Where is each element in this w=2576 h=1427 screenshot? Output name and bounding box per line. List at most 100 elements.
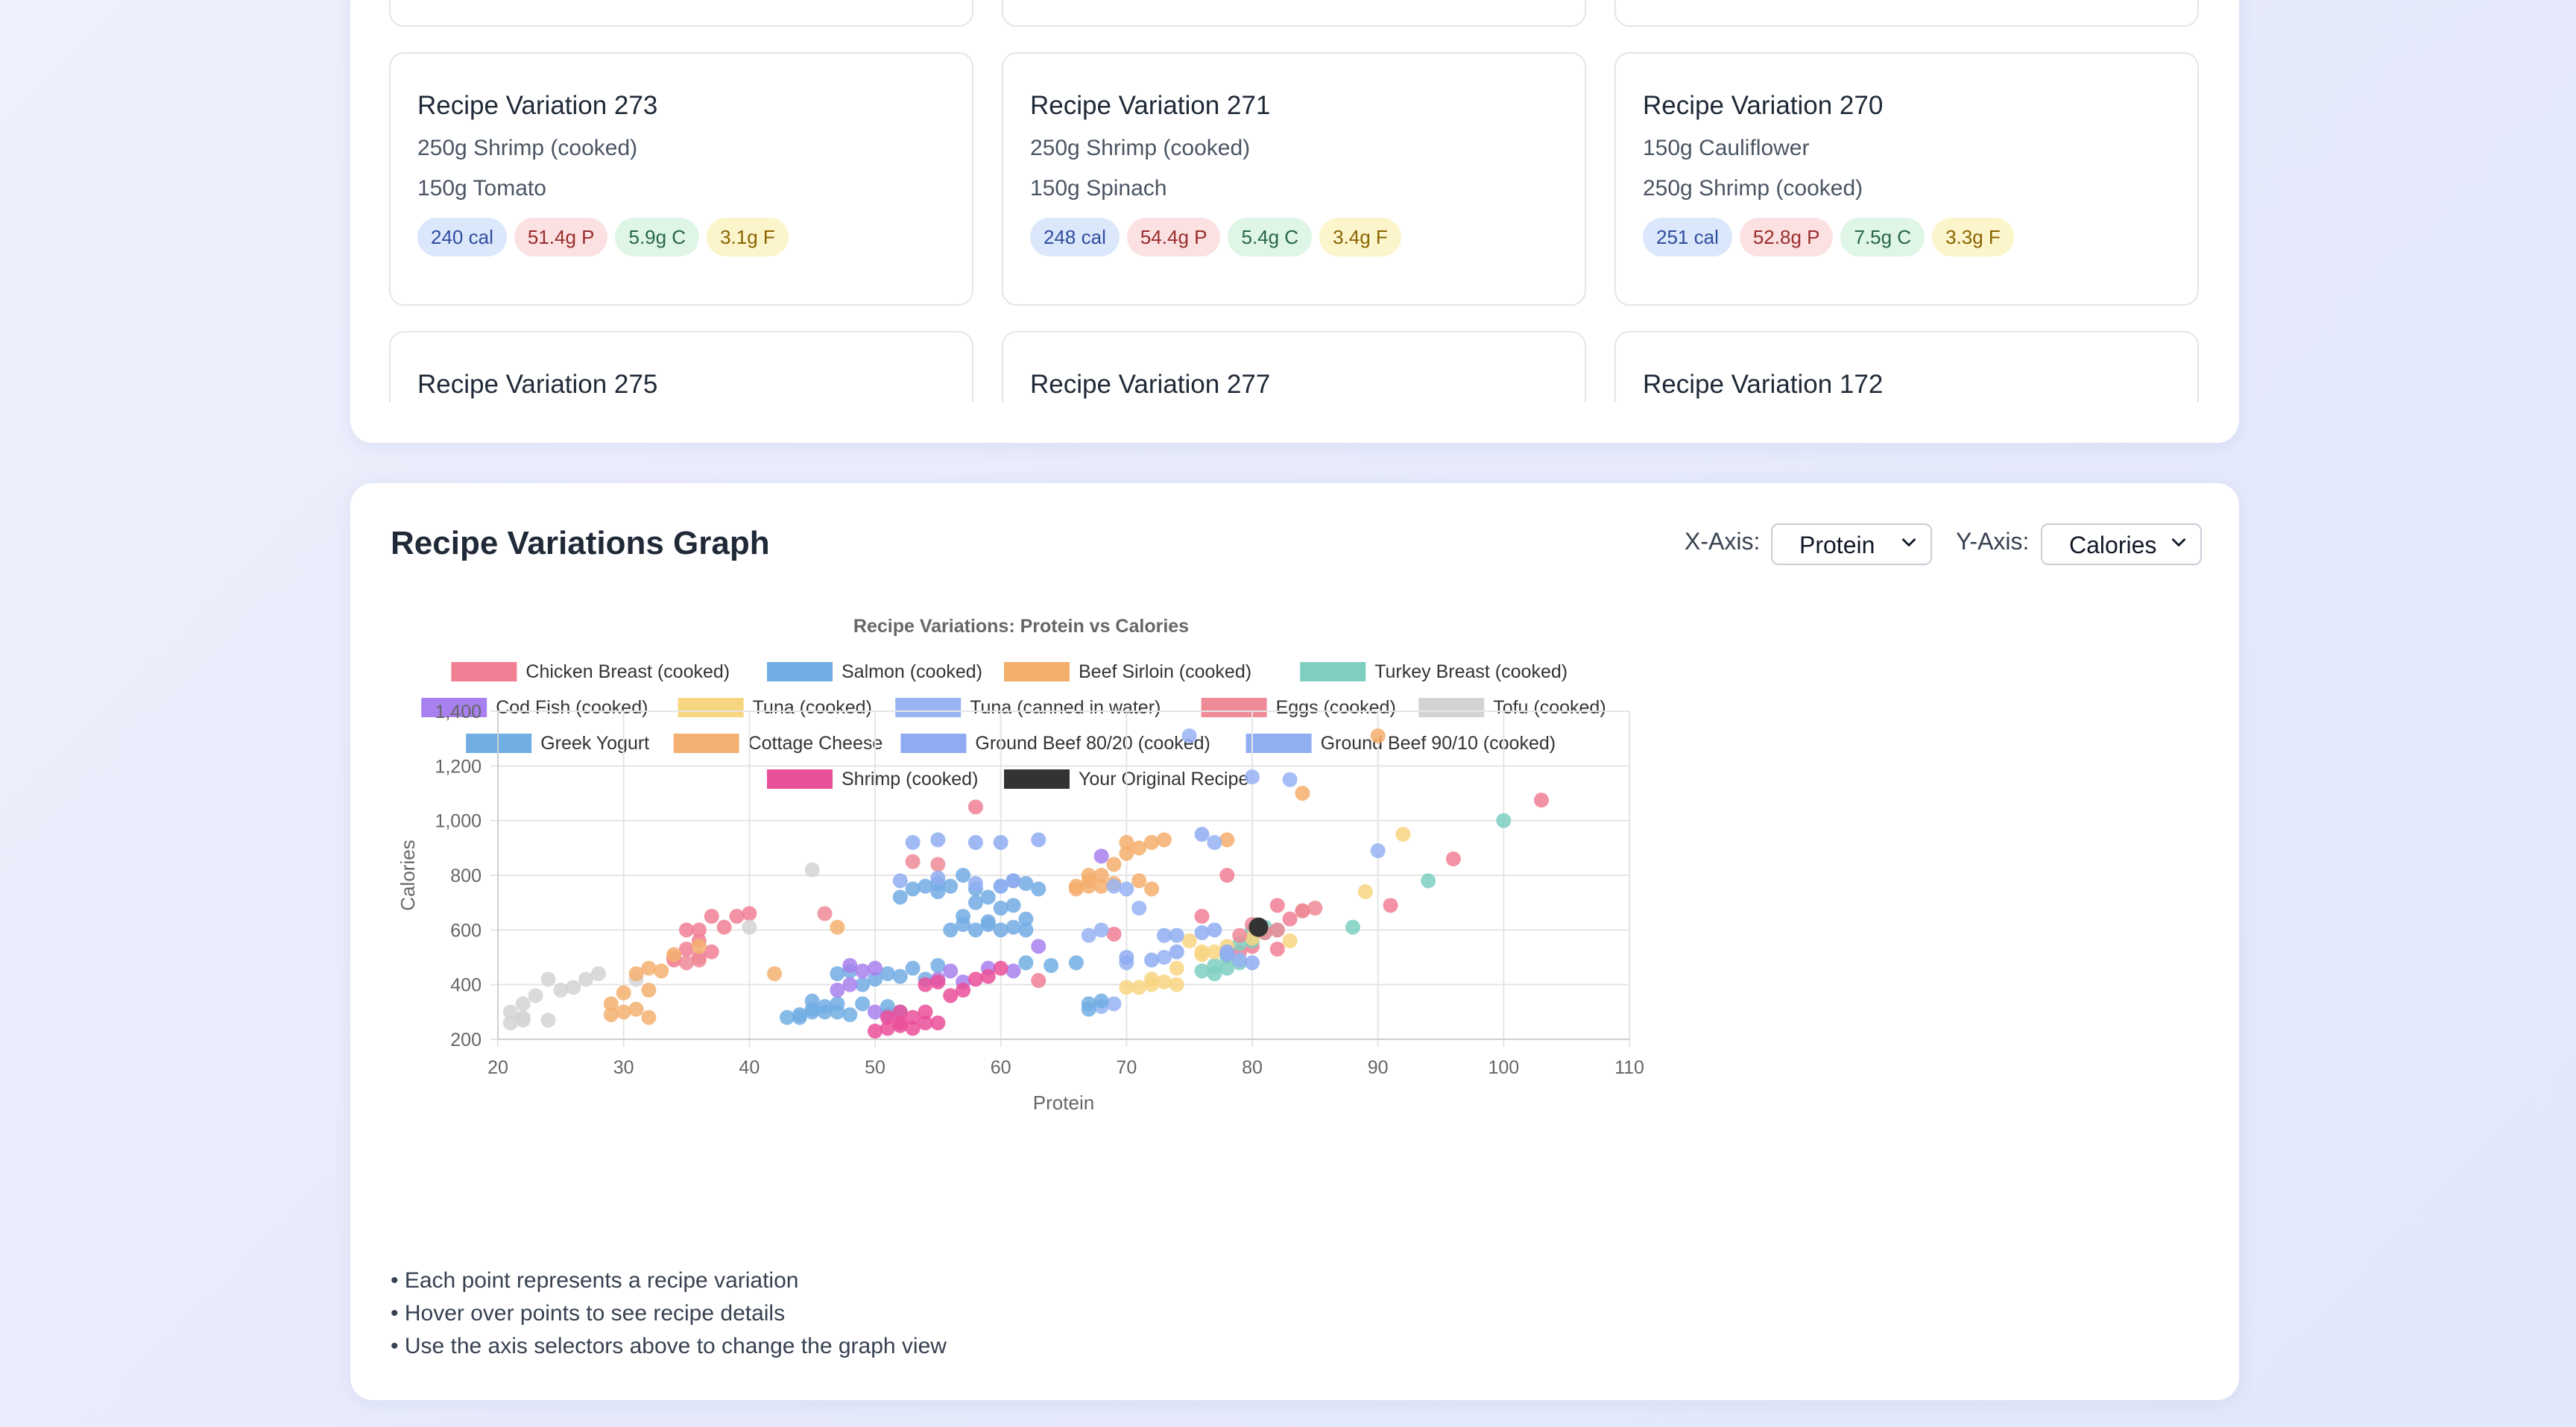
data-point[interactable] bbox=[1219, 832, 1235, 848]
data-point[interactable] bbox=[1295, 786, 1310, 801]
data-point[interactable] bbox=[1219, 944, 1235, 960]
data-point[interactable] bbox=[868, 1024, 883, 1039]
data-point[interactable] bbox=[1006, 963, 1021, 979]
data-point[interactable] bbox=[1194, 925, 1210, 940]
data-point[interactable] bbox=[993, 960, 1008, 976]
data-point[interactable] bbox=[641, 1009, 657, 1025]
data-point[interactable] bbox=[1106, 878, 1122, 894]
data-point[interactable] bbox=[1031, 832, 1046, 848]
data-point[interactable] bbox=[943, 988, 959, 1004]
data-point[interactable] bbox=[855, 963, 871, 979]
recipe-card[interactable] bbox=[1002, 0, 1586, 27]
data-point[interactable] bbox=[905, 1009, 921, 1025]
data-point[interactable] bbox=[1421, 873, 1436, 889]
data-point[interactable] bbox=[1169, 960, 1184, 976]
data-point[interactable] bbox=[1006, 898, 1021, 913]
data-point[interactable] bbox=[1533, 793, 1549, 808]
data-point[interactable] bbox=[691, 952, 707, 968]
data-point[interactable] bbox=[980, 968, 996, 984]
data-point[interactable] bbox=[1031, 881, 1046, 897]
data-point[interactable] bbox=[905, 1021, 921, 1036]
data-point[interactable] bbox=[1068, 955, 1084, 971]
data-point[interactable] bbox=[943, 922, 959, 938]
data-point[interactable] bbox=[1345, 919, 1360, 935]
data-point[interactable] bbox=[1307, 901, 1323, 916]
data-point[interactable] bbox=[1269, 942, 1285, 957]
data-point[interactable] bbox=[1081, 1001, 1096, 1017]
recipe-list-viewport[interactable]: Recipe Variation 273 250g Shrimp (cooked… bbox=[350, 0, 2239, 403]
data-point[interactable] bbox=[515, 996, 531, 1012]
data-point[interactable] bbox=[1018, 922, 1034, 938]
data-point[interactable] bbox=[1194, 909, 1210, 924]
data-point[interactable] bbox=[566, 980, 581, 995]
data-point[interactable] bbox=[515, 1009, 531, 1025]
data-point[interactable] bbox=[502, 1004, 518, 1020]
data-point[interactable] bbox=[842, 977, 858, 992]
data-point[interactable] bbox=[930, 870, 946, 886]
data-point[interactable] bbox=[1370, 843, 1386, 858]
data-point[interactable] bbox=[830, 966, 845, 981]
data-point[interactable] bbox=[1119, 980, 1134, 995]
data-point[interactable] bbox=[1219, 960, 1235, 976]
data-point[interactable] bbox=[918, 878, 933, 894]
data-point[interactable] bbox=[767, 966, 783, 981]
data-point[interactable] bbox=[1119, 881, 1134, 897]
data-point[interactable] bbox=[729, 909, 745, 924]
data-point[interactable] bbox=[967, 895, 983, 910]
data-point[interactable] bbox=[1383, 898, 1398, 913]
data-point[interactable] bbox=[1207, 944, 1222, 960]
data-point[interactable] bbox=[980, 917, 996, 932]
data-point[interactable] bbox=[1093, 922, 1109, 938]
data-point[interactable] bbox=[905, 960, 921, 976]
data-point[interactable] bbox=[1181, 728, 1197, 743]
data-point[interactable] bbox=[967, 799, 983, 815]
data-point[interactable] bbox=[1131, 840, 1147, 856]
data-point[interactable] bbox=[1370, 728, 1386, 743]
data-point[interactable] bbox=[1144, 971, 1160, 987]
recipe-card[interactable]: Recipe Variation 273 250g Shrimp (cooked… bbox=[389, 52, 973, 306]
data-point[interactable] bbox=[918, 1004, 933, 1020]
data-point[interactable] bbox=[943, 963, 959, 979]
data-point[interactable] bbox=[905, 881, 921, 897]
data-point[interactable] bbox=[792, 1007, 807, 1022]
data-point[interactable] bbox=[1207, 966, 1222, 981]
data-point[interactable] bbox=[842, 1007, 858, 1022]
data-point[interactable] bbox=[1496, 813, 1512, 828]
data-point[interactable] bbox=[1006, 919, 1021, 935]
data-point[interactable] bbox=[892, 889, 908, 905]
data-point[interactable] bbox=[1106, 996, 1122, 1012]
data-point[interactable] bbox=[679, 942, 694, 957]
data-point[interactable] bbox=[654, 963, 669, 979]
data-point[interactable] bbox=[528, 988, 543, 1004]
data-point[interactable] bbox=[590, 966, 606, 981]
data-point[interactable] bbox=[868, 1004, 883, 1020]
data-point[interactable] bbox=[1106, 926, 1122, 942]
data-point[interactable] bbox=[1245, 955, 1260, 971]
data-point[interactable] bbox=[1282, 772, 1298, 787]
data-point[interactable] bbox=[967, 922, 983, 938]
recipe-card[interactable]: Recipe Variation 275 bbox=[389, 331, 973, 403]
recipe-card[interactable]: Recipe Variation 270 150g Cauliflower 25… bbox=[1614, 52, 2199, 306]
data-point[interactable] bbox=[1269, 922, 1285, 938]
data-point[interactable] bbox=[1006, 873, 1021, 889]
data-point[interactable] bbox=[578, 971, 594, 987]
data-point[interactable] bbox=[1081, 927, 1096, 943]
data-point[interactable] bbox=[956, 868, 971, 883]
data-point[interactable] bbox=[880, 966, 895, 981]
data-point[interactable] bbox=[993, 835, 1008, 850]
data-point[interactable] bbox=[930, 958, 946, 973]
data-point[interactable] bbox=[880, 1021, 895, 1036]
data-point[interactable] bbox=[1131, 980, 1147, 995]
data-point[interactable] bbox=[616, 1004, 631, 1020]
data-point[interactable] bbox=[1181, 933, 1197, 948]
data-point[interactable] bbox=[540, 971, 556, 987]
recipe-card[interactable]: Recipe Variation 277 bbox=[1002, 331, 1586, 403]
data-point[interactable] bbox=[603, 1007, 619, 1022]
data-point[interactable] bbox=[1207, 922, 1222, 938]
data-point[interactable] bbox=[779, 1009, 795, 1025]
data-point[interactable] bbox=[704, 909, 719, 924]
data-point[interactable] bbox=[956, 983, 971, 998]
data-point[interactable] bbox=[1295, 903, 1310, 919]
data-point[interactable] bbox=[868, 960, 883, 976]
data-point[interactable] bbox=[1207, 835, 1222, 850]
